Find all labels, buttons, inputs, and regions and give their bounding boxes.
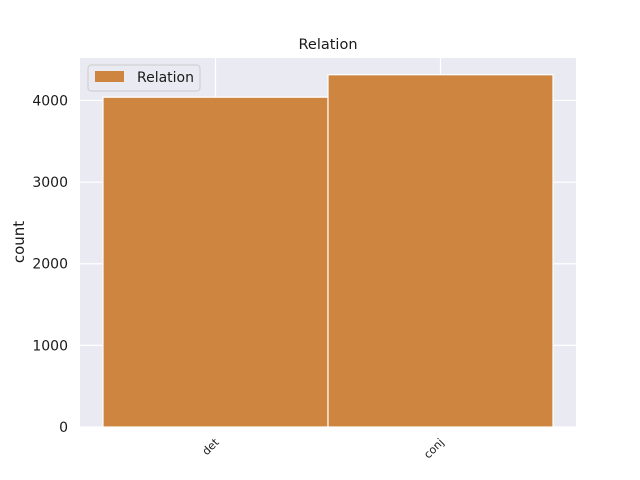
legend-swatch: [95, 71, 124, 82]
bars: [102, 74, 554, 428]
legend-label: Relation: [137, 70, 194, 86]
y-axis-label: count: [10, 221, 28, 263]
y-tick-label: 4000: [32, 93, 68, 109]
y-tick-label: 2000: [32, 257, 68, 273]
x-tick-label: det: [200, 435, 222, 457]
y-tick-label: 0: [59, 420, 68, 436]
x-axis-ticks: det conj: [200, 435, 447, 461]
y-axis-ticks: 0 1000 2000 3000 4000: [32, 93, 68, 436]
x-tick-label: conj: [421, 436, 446, 461]
y-tick-label: 3000: [32, 175, 68, 191]
y-tick-label: 1000: [32, 338, 68, 354]
bar-det: [102, 96, 329, 428]
bar-conj: [327, 74, 554, 428]
legend: Relation: [87, 64, 201, 92]
chart-title: Relation: [298, 37, 357, 53]
